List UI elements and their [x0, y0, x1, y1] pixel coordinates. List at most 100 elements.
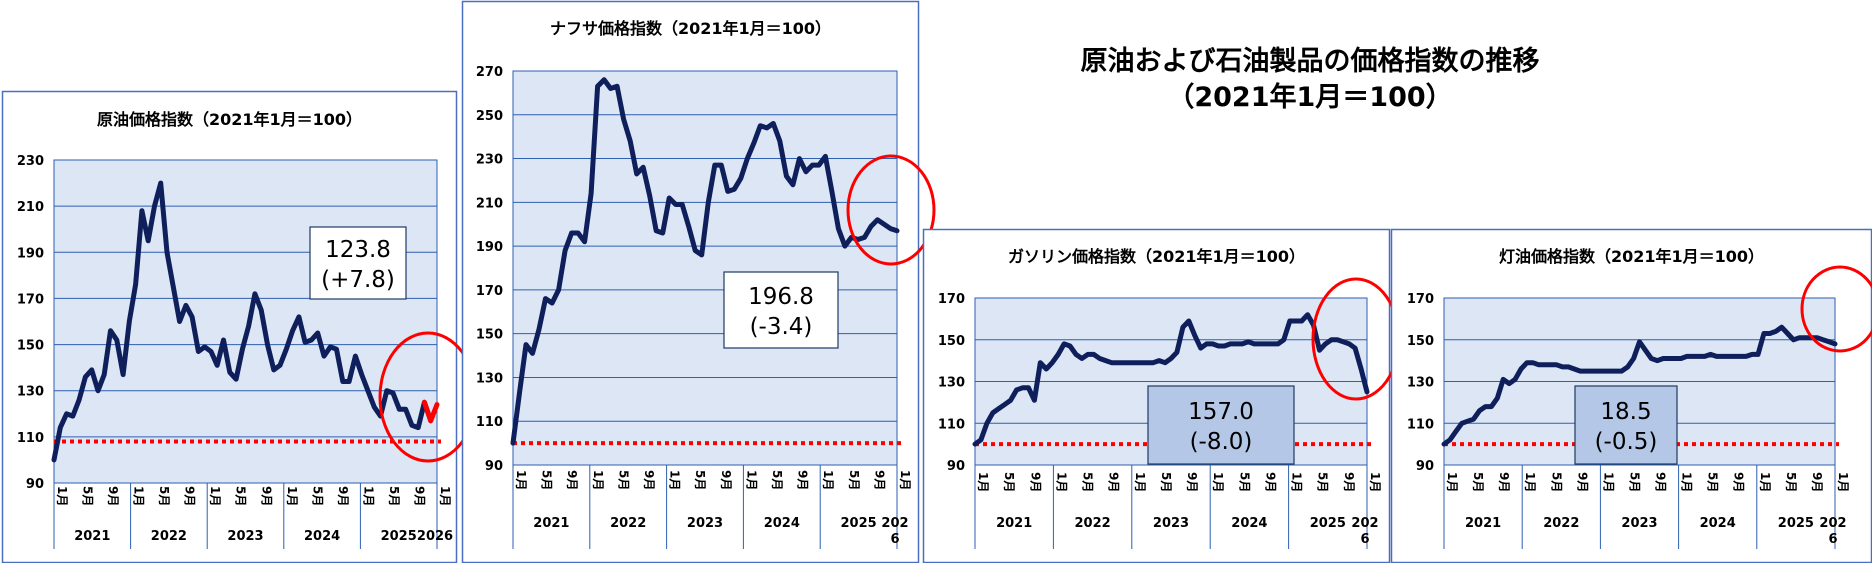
y-tick-label: 270 [476, 65, 503, 80]
x-tick-label: 9月 [336, 486, 350, 506]
y-tick-label: 230 [476, 153, 503, 168]
y-tick-label: 150 [17, 339, 44, 354]
x-tick-label: 5月 [540, 470, 554, 490]
y-tick-label: 130 [1407, 376, 1434, 391]
x-tick-label: 5月 [157, 486, 171, 506]
year-label: 2021 [996, 516, 1032, 531]
year-label: 202 [881, 516, 908, 531]
y-tick-label: 130 [17, 385, 44, 400]
y-tick-label: 210 [476, 196, 503, 211]
x-tick-label: 9月 [412, 486, 426, 506]
x-tick-label: 1月 [976, 472, 990, 492]
chart-title: ナフサ価格指数（2021年1月＝100） [550, 19, 831, 38]
x-tick-label: 1月 [1054, 472, 1068, 492]
year-label: 2023 [687, 516, 723, 531]
plot-area [512, 70, 898, 466]
y-tick-label: 150 [1407, 334, 1434, 349]
x-tick-label: 9月 [1575, 472, 1589, 492]
y-tick-label: 90 [947, 459, 965, 474]
page-title-line2: （2021年1月＝100） [1167, 82, 1453, 113]
annotation-box [1147, 385, 1295, 465]
x-tick-label: 1月 [132, 486, 146, 506]
y-tick-label: 170 [938, 292, 965, 307]
page-title: 原油および石油製品の価格指数の推移 （2021年1月＝100） [1020, 44, 1600, 116]
annotation-value: 196.8 [748, 284, 814, 310]
y-tick-label: 170 [17, 292, 44, 307]
year-label: 2024 [304, 529, 340, 544]
x-tick-label: 9月 [259, 486, 273, 506]
chart-panel-1: 原油価格指数（2021年1月＝100） 90 110 130 150 170 190 210 2… [1, 90, 478, 563]
x-tick-label: 9月 [1028, 472, 1042, 492]
y-tick-label: 170 [476, 284, 503, 299]
series-line [51, 180, 434, 463]
year-label: 2025 [1778, 516, 1814, 531]
chart-panel-4: 灯油価格指数（2021年1月＝100） 90 110 130 150 170 1月 5月 9月 1… [1390, 228, 1872, 563]
y-tick-label: 110 [1407, 417, 1434, 432]
x-tick-label: 5月 [1159, 472, 1173, 492]
year-label: 2023 [227, 529, 263, 544]
x-tick-label: 1月 [668, 470, 682, 490]
y-tick-label: 190 [476, 240, 503, 255]
x-tick-label: 1月 [1758, 472, 1772, 492]
y-tick-label: 190 [17, 246, 44, 261]
x-tick-label: 1月 [1836, 472, 1850, 492]
x-tick-label: 1月 [591, 470, 605, 490]
highlight-ellipse [1800, 265, 1872, 353]
x-tick-label: 5月 [310, 486, 324, 506]
year-label: 2023 [1621, 516, 1657, 531]
page-title-line1: 原油および石油製品の価格指数の推移 [1080, 46, 1540, 77]
x-tick-label: 5月 [1316, 472, 1330, 492]
x-tick-label: 9月 [106, 486, 120, 506]
x-tick-label: 1月 [821, 470, 835, 490]
x-tick-label: 9月 [642, 470, 656, 490]
annotation-value: 18.5 [1600, 399, 1651, 425]
x-tick-label: 1月 [1211, 472, 1225, 492]
year-label: 2023 [1153, 516, 1189, 531]
x-tick-label: 1月 [208, 486, 222, 506]
highlight-ellipse [846, 154, 936, 266]
annotation-change: (-3.4) [750, 314, 813, 340]
chart-title: 灯油価格指数（2021年1月＝100） [1499, 247, 1764, 266]
x-tick-label: 5月 [1784, 472, 1798, 492]
annotation-value: 157.0 [1188, 399, 1254, 425]
x-tick-label: 1月 [1445, 472, 1459, 492]
year-label: 2022 [610, 516, 646, 531]
year-label: 2024 [1700, 516, 1736, 531]
x-tick-label: 5月 [1549, 472, 1563, 492]
x-tick-label: 9月 [1654, 472, 1668, 492]
y-tick-label: 210 [17, 200, 44, 215]
annotation-box [723, 271, 839, 349]
chart-title: 原油価格指数（2021年1月＝100） [97, 110, 362, 129]
y-tick-label: 90 [26, 477, 44, 492]
x-tick-label: 1月 [55, 486, 69, 506]
year-label: 2022 [1543, 516, 1579, 531]
x-tick-label: 9月 [1810, 472, 1824, 492]
annotation-box [1574, 385, 1678, 465]
y-tick-label: 130 [938, 376, 965, 391]
annotation-value: 123.8 [325, 237, 391, 263]
x-tick-label: 5月 [1471, 472, 1485, 492]
x-tick-label: 1月 [285, 486, 299, 506]
series-latest-segment [421, 399, 440, 424]
year-label: 2026 [417, 529, 453, 544]
chart-title: ガソリン価格指数（2021年1月＝100） [1008, 247, 1305, 266]
series-line [510, 77, 900, 446]
x-tick-label: 9月 [1342, 472, 1356, 492]
x-tick-label: 9月 [1107, 472, 1121, 492]
x-tick-label: 1月 [1680, 472, 1694, 492]
plot-area [53, 159, 438, 484]
x-tick-label: 1月 [1133, 472, 1147, 492]
year-label: 2024 [764, 516, 800, 531]
year-label: 2022 [151, 529, 187, 544]
x-tick-label: 1月 [1290, 472, 1304, 492]
y-tick-label: 150 [476, 328, 503, 343]
x-tick-label: 5月 [693, 470, 707, 490]
annotation-box [309, 226, 407, 300]
x-tick-label: 1月 [744, 470, 758, 490]
y-tick-label: 230 [17, 154, 44, 169]
x-tick-label: 1月 [1601, 472, 1615, 492]
x-tick-label: 1月 [361, 486, 375, 506]
x-tick-label: 1月 [514, 470, 528, 490]
year-label: 6 [890, 532, 899, 547]
